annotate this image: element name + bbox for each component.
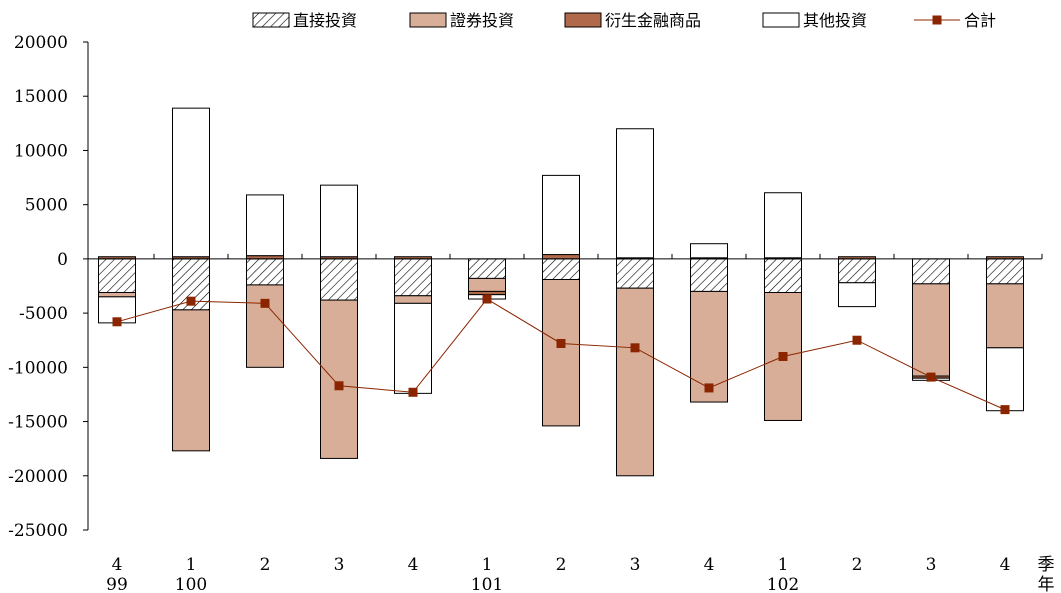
bar-segment bbox=[616, 128, 654, 259]
bar-segment bbox=[98, 258, 136, 294]
y-tick-label: -20000 bbox=[8, 467, 68, 487]
y-tick-label: -10000 bbox=[8, 358, 68, 378]
x-year-label: 99 bbox=[106, 575, 128, 593]
x-quarter-label: 2 bbox=[556, 555, 567, 575]
bar-segment bbox=[542, 254, 580, 260]
x-year-label: 102 bbox=[767, 575, 799, 593]
bar-segment bbox=[246, 194, 284, 257]
total-point bbox=[778, 351, 788, 361]
total-point bbox=[334, 381, 344, 391]
y-tick-label: 0 bbox=[57, 250, 68, 270]
total-point bbox=[630, 343, 640, 353]
legend-label: 衍生金融商品 bbox=[605, 11, 701, 30]
bar-segment bbox=[912, 258, 950, 285]
legend: 直接投資 證券投資 衍生金融商品 其他投資 合計 bbox=[252, 11, 996, 30]
total-point bbox=[852, 335, 862, 345]
y-tick-label: 10000 bbox=[14, 141, 68, 161]
total-point bbox=[1000, 405, 1010, 415]
bar-segment bbox=[764, 258, 802, 294]
x-quarter-label: 3 bbox=[926, 555, 937, 575]
bar-segment bbox=[246, 258, 284, 286]
x-year-label: 101 bbox=[471, 575, 503, 593]
legend-label: 證券投資 bbox=[450, 11, 514, 30]
x-quarter-label: 1 bbox=[482, 555, 493, 575]
bar-segment bbox=[320, 299, 358, 459]
bar-segment bbox=[98, 292, 136, 298]
total-point bbox=[926, 372, 936, 382]
total-point bbox=[556, 338, 566, 348]
bar-segment bbox=[616, 258, 654, 289]
bar-segment bbox=[468, 277, 506, 292]
bar-segment bbox=[616, 287, 654, 477]
bar-segment bbox=[172, 107, 210, 258]
legend-total-marker bbox=[932, 15, 942, 25]
bar-segment bbox=[246, 284, 284, 368]
legend-swatch bbox=[409, 12, 447, 28]
total-point bbox=[482, 294, 492, 304]
total-point bbox=[112, 317, 122, 327]
legend-label: 合計 bbox=[964, 11, 996, 30]
total-line bbox=[112, 294, 1010, 415]
total-point bbox=[408, 387, 418, 397]
x-axis-quarter-unit: 季 bbox=[1038, 555, 1055, 575]
y-axis: 20000 15000 10000 5000 0 -5000 -10000 -15000 -20… bbox=[8, 33, 89, 541]
bar-segment bbox=[468, 258, 506, 279]
y-tick-label: -15000 bbox=[8, 413, 68, 433]
bar-segment bbox=[690, 243, 728, 259]
x-year-label: 100 bbox=[175, 575, 207, 593]
x-quarter-label: 4 bbox=[408, 555, 419, 575]
x-quarter-label: 1 bbox=[778, 555, 789, 575]
y-tick-label: -25000 bbox=[8, 521, 68, 541]
bar-segment bbox=[542, 258, 580, 280]
x-quarter-label: 4 bbox=[1000, 555, 1011, 575]
bar-segment bbox=[764, 192, 802, 259]
bar-segment bbox=[986, 347, 1024, 412]
bar-segment bbox=[690, 258, 728, 292]
bar-segment bbox=[394, 302, 432, 394]
bar-segment bbox=[838, 282, 876, 308]
bar-segment bbox=[838, 258, 876, 284]
legend-label: 直接投資 bbox=[293, 11, 357, 30]
y-tick-label: 20000 bbox=[14, 33, 68, 53]
bar-segment bbox=[394, 258, 432, 297]
total-point bbox=[260, 298, 270, 308]
bar-segment bbox=[912, 283, 950, 377]
legend-swatch bbox=[564, 12, 602, 28]
bar-segment bbox=[542, 278, 580, 427]
total-point bbox=[186, 296, 196, 306]
bars bbox=[98, 107, 1024, 477]
x-quarter-label: 4 bbox=[112, 555, 123, 575]
legend-swatch bbox=[762, 12, 800, 28]
x-axis-year-unit: 年 bbox=[1038, 575, 1055, 593]
bar-segment bbox=[542, 174, 580, 256]
x-quarter-label: 3 bbox=[334, 555, 345, 575]
bar-segment bbox=[320, 184, 358, 258]
y-tick-label: -5000 bbox=[19, 304, 68, 324]
zero-line bbox=[88, 253, 1043, 260]
x-quarter-label: 1 bbox=[186, 555, 197, 575]
total-point bbox=[704, 383, 714, 393]
x-quarter-label: 2 bbox=[260, 555, 271, 575]
bar-segment bbox=[320, 258, 358, 301]
y-tick-label: 15000 bbox=[14, 87, 68, 107]
bar-segment bbox=[172, 309, 210, 452]
y-tick-label: 5000 bbox=[25, 196, 68, 216]
legend-swatch bbox=[252, 12, 290, 28]
x-quarter-label: 2 bbox=[852, 555, 863, 575]
bar-segment bbox=[394, 295, 432, 304]
x-quarter-label: 4 bbox=[704, 555, 715, 575]
bar-segment bbox=[986, 283, 1024, 349]
legend-label: 其他投資 bbox=[803, 11, 867, 30]
bar-segment bbox=[986, 258, 1024, 285]
x-quarter-label: 3 bbox=[630, 555, 641, 575]
